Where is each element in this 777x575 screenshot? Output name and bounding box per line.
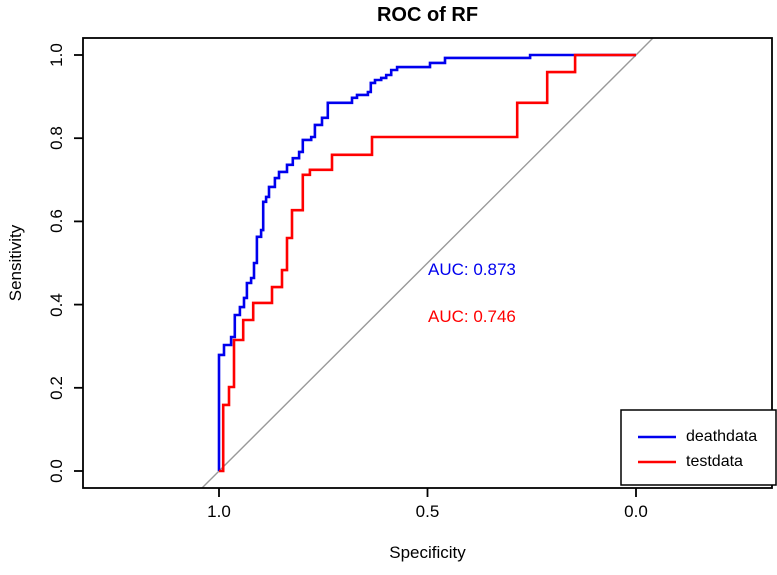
auc-annotation-deathdata: AUC: 0.873 xyxy=(428,260,516,279)
x-tick-label: 1.0 xyxy=(207,502,231,521)
diagonal-reference-line xyxy=(201,37,654,489)
x-axis-label: Specificity xyxy=(389,543,466,562)
y-tick-label: 0.6 xyxy=(47,209,66,234)
legend-box xyxy=(620,409,777,486)
y-tick-label: 0.8 xyxy=(47,126,66,151)
auc-annotation-testdata: AUC: 0.746 xyxy=(428,307,516,326)
legend-label-testdata: testdata xyxy=(686,453,743,470)
x-tick-label: 0.5 xyxy=(415,502,440,521)
y-tick-label: 0.2 xyxy=(47,375,66,400)
axis-ticks xyxy=(74,54,637,497)
roc-curve-testdata xyxy=(219,53,636,473)
y-tick-label: 0.4 xyxy=(47,292,66,317)
y-tick-label: 1.0 xyxy=(47,43,66,67)
roc-curve-deathdata xyxy=(217,53,636,471)
chart-title: ROC of RF xyxy=(376,4,479,26)
y-tick-label: 0.0 xyxy=(47,459,66,483)
x-tick-label: 0.0 xyxy=(624,502,648,521)
legend-label-deathdata: deathdata xyxy=(686,428,758,445)
y-axis-label: Sensitivity xyxy=(6,224,25,302)
